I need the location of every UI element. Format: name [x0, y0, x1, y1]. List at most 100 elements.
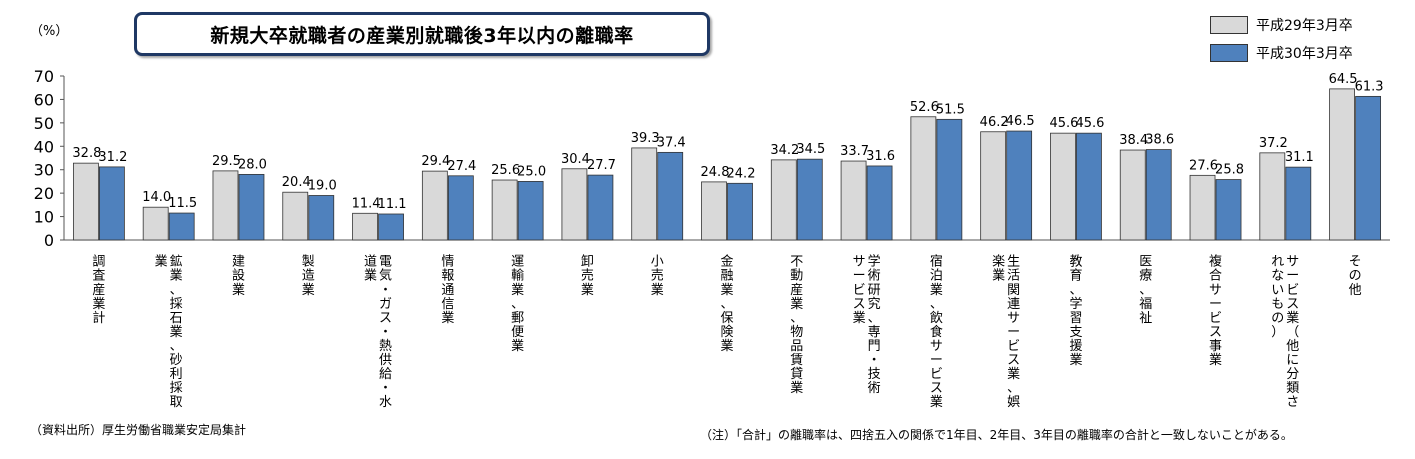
bar-h30 [727, 182, 753, 241]
bar-h29 [701, 181, 727, 241]
data-label: 27.7 [587, 158, 616, 173]
data-label: 51.5 [936, 102, 965, 117]
bar-h29 [561, 168, 588, 241]
data-label: 37.2 [1259, 136, 1288, 151]
data-label: 34.2 [770, 143, 799, 158]
category-label: 道業 [364, 255, 377, 284]
bar-h30 [1076, 132, 1102, 241]
y-unit-label: （%） [30, 24, 69, 39]
category-label: 宿泊業、飲食サービス業 [930, 254, 943, 410]
legend-label-h29: 平成29年3月卒 [1256, 18, 1353, 34]
chart-title-box: 新規大卒就職者の産業別就職後3年以内の離職率 [134, 12, 710, 56]
data-label: 25.6 [491, 163, 520, 178]
category-label: 電気・ガス・熱供給・水 [379, 255, 392, 410]
bar-h29 [840, 160, 867, 241]
data-label: 31.1 [1285, 150, 1314, 165]
category-label: 情報通信業 [441, 255, 454, 326]
bar-h29 [212, 170, 239, 241]
data-label: 38.6 [1145, 133, 1174, 148]
bar-h29 [1189, 174, 1216, 241]
bar-h29 [1259, 152, 1286, 241]
bar-h29 [910, 116, 937, 241]
data-label: 37.4 [657, 135, 686, 150]
bars [72, 88, 1382, 241]
bar-h29 [1119, 149, 1146, 241]
bar-h30 [1145, 149, 1172, 241]
category-label: 医療、福祉 [1139, 255, 1152, 326]
data-label: 38.4 [1119, 133, 1148, 148]
data-label: 30.4 [561, 152, 590, 167]
y-tick-label: 30 [34, 161, 54, 180]
category-label: 小売業 [651, 255, 664, 298]
bar-h29 [72, 162, 99, 241]
data-label: 61.3 [1355, 79, 1384, 94]
bar-h29 [770, 159, 797, 241]
bar-h30 [936, 118, 963, 241]
category-label: その他 [1349, 255, 1362, 298]
bar-h30 [168, 212, 195, 241]
data-label: 31.2 [98, 150, 127, 165]
bar-h30 [1285, 166, 1312, 241]
bar-h30 [1215, 179, 1242, 241]
category-label: 不動産業、物品賃貸業 [790, 255, 803, 396]
data-label: 45.6 [1075, 116, 1104, 131]
data-label: 27.4 [447, 159, 476, 174]
bar-h29 [980, 131, 1007, 241]
data-label: 64.5 [1329, 72, 1358, 87]
bar-h29 [352, 212, 378, 241]
bar-h29 [1329, 88, 1356, 241]
data-label: 25.8 [1215, 163, 1244, 178]
data-label: 14.0 [142, 190, 171, 205]
category-label: 運輸業、郵便業 [511, 255, 524, 354]
bar-h30 [657, 151, 684, 241]
bar-h30 [308, 195, 335, 241]
category-label: 業 [155, 254, 168, 270]
data-label: 46.5 [1006, 114, 1035, 129]
bar-h30 [796, 158, 823, 241]
bar-h30 [866, 165, 893, 241]
data-label: 19.0 [308, 178, 337, 193]
value-labels: 32.831.2 14.011.5 29.528.0 20.419.0 11.411.1… [72, 72, 1383, 212]
bar-h30 [238, 173, 265, 241]
data-label: 24.2 [727, 166, 756, 181]
data-label: 34.5 [796, 142, 825, 157]
category-label: 楽業 [992, 254, 1005, 284]
data-label: 27.6 [1189, 158, 1218, 173]
bar-h30 [517, 181, 544, 241]
category-label: サービス業（他に分類さ [1286, 255, 1299, 410]
data-label: 46.2 [980, 115, 1009, 130]
category-label: 生活関連サービス業、娯 [1007, 255, 1020, 410]
category-label: 学術研究、専門・技術 [868, 254, 881, 396]
bar-h29 [1050, 132, 1076, 241]
y-tick-label: 50 [34, 114, 54, 133]
data-label: 33.7 [840, 144, 869, 159]
category-label: 調査産業計 [92, 255, 105, 326]
y-tick-label: 70 [34, 67, 54, 86]
data-label: 11.1 [378, 197, 407, 212]
legend-label-h30: 平成30年3月卒 [1256, 46, 1353, 62]
data-label: 32.8 [72, 146, 101, 161]
legend-item-h30: 平成30年3月卒 [1210, 42, 1353, 64]
category-label: サービス業 [853, 255, 866, 326]
bar-h30 [1355, 95, 1382, 241]
bar-h29 [631, 147, 658, 241]
bar-h29 [282, 191, 309, 241]
y-tick-label: 20 [34, 184, 54, 203]
data-label: 29.5 [212, 154, 241, 169]
category-label: 建設業 [232, 255, 245, 298]
bar-h30 [98, 166, 125, 241]
data-label: 31.6 [866, 149, 895, 164]
data-label: 45.6 [1049, 116, 1078, 131]
bar-h29 [421, 170, 448, 241]
footnote: （注）「合計」の離職率は、四捨五入の関係で1年目、2年目、3年目の離職率の合計と… [700, 428, 1293, 442]
bar-h30 [378, 213, 404, 241]
y-tick-label: 0 [44, 231, 54, 250]
y-tick-label: 40 [34, 137, 54, 156]
y-tick-label: 10 [34, 208, 54, 227]
chart-title: 新規大卒就職者の産業別就職後3年以内の離職率 [210, 24, 634, 47]
y-tick-label: 60 [34, 90, 54, 109]
category-label: れないもの） [1271, 255, 1284, 340]
data-label: 11.5 [168, 196, 197, 211]
